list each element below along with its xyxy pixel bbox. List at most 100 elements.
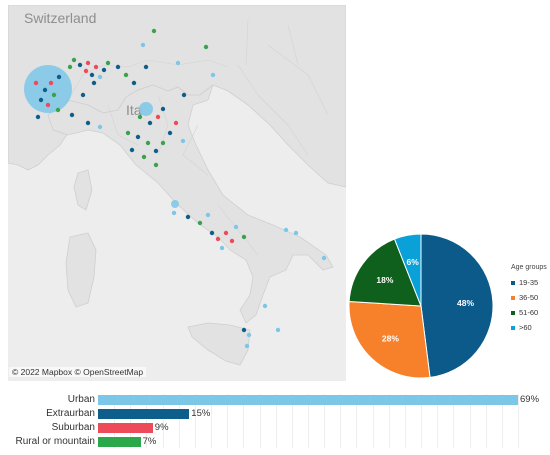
bar-row-extraurban[interactable]: Extraurban 15% [0,408,550,420]
map-marker[interactable] [233,224,239,230]
legend-item-51-60[interactable]: 51-60 [511,305,550,320]
map-marker[interactable] [83,68,89,74]
map-marker[interactable] [185,214,191,220]
map-marker[interactable] [175,60,181,66]
map-marker[interactable] [219,245,225,251]
pie-slice-36-50[interactable] [348,300,431,379]
map-panel[interactable]: Switzerland Ita [8,5,346,381]
map-marker[interactable] [89,72,95,78]
legend-item-over-60[interactable]: >60 [511,320,550,335]
map-marker[interactable] [151,28,157,34]
map-marker-medium[interactable] [139,102,153,116]
map-marker[interactable] [293,230,299,236]
map-marker[interactable] [160,106,166,112]
map-marker[interactable] [209,230,215,236]
map-marker[interactable] [42,87,48,93]
map-attribution[interactable]: © 2022 Mapbox © OpenStreetMap [9,367,147,377]
map-canvas[interactable]: Switzerland Ita [8,5,346,381]
map-marker[interactable] [93,64,99,70]
map-marker[interactable] [181,92,187,98]
bar-row-rural-or-mountain[interactable]: Rural or mountain 7% [0,436,550,448]
map-marker[interactable] [153,148,159,154]
map-marker[interactable] [69,112,75,118]
map-marker[interactable] [210,72,216,78]
bar-gridline [194,394,196,448]
map-marker[interactable] [85,60,91,66]
bar-value-label: 15% [191,408,211,419]
map-marker[interactable] [125,130,131,136]
map-marker[interactable] [140,42,146,48]
map-markers[interactable] [24,28,327,349]
map-marker[interactable] [241,327,247,333]
map-marker[interactable] [51,92,57,98]
map-marker[interactable] [262,303,268,309]
bar-suburban[interactable] [98,423,153,433]
bar-gridline [388,394,390,448]
map-marker[interactable] [246,332,252,338]
map-marker[interactable] [141,154,147,160]
map-marker[interactable] [129,147,135,153]
pie-slice--60[interactable] [393,233,422,307]
map-marker[interactable] [203,44,209,50]
map-marker[interactable] [145,140,151,146]
map-marker[interactable] [135,134,141,140]
map-marker[interactable] [35,114,41,120]
map-marker[interactable] [205,212,211,218]
map-marker[interactable] [283,227,289,233]
bar-row-urban[interactable]: Urban 69% [0,394,550,406]
map-marker[interactable] [123,72,129,78]
pie-slice-value-label: 18% [376,275,393,285]
map-marker[interactable] [97,74,103,80]
legend-item-19-35[interactable]: 19-35 [511,275,550,290]
map-marker[interactable] [167,130,173,136]
map-marker[interactable] [147,120,153,126]
pie-slice-19-35[interactable] [420,233,494,378]
map-marker[interactable] [45,102,51,108]
bar-value-label: 9% [154,422,169,433]
bar-rural-or-mountain[interactable] [98,437,141,447]
map-marker[interactable] [77,62,83,68]
legend-item-36-50[interactable]: 36-50 [511,290,550,305]
map-marker[interactable] [55,107,61,113]
map-marker[interactable] [197,220,203,226]
map-marker[interactable] [223,230,229,236]
map-marker[interactable] [160,140,166,146]
map-marker[interactable] [38,97,44,103]
bar-gridline [421,394,423,448]
map-marker[interactable] [137,114,143,120]
bar-row-suburban[interactable]: Suburban 9% [0,422,550,434]
map-marker[interactable] [56,74,62,80]
bar-gridline [178,394,180,448]
map-marker[interactable] [33,80,39,86]
map-marker[interactable] [131,80,137,86]
map-marker-small[interactable] [171,200,179,208]
map-marker[interactable] [67,64,73,70]
map-marker[interactable] [91,80,97,86]
map-marker[interactable] [241,234,247,240]
map-marker[interactable] [244,343,250,349]
map-marker[interactable] [275,327,281,333]
map-marker[interactable] [229,238,235,244]
map-marker[interactable] [171,210,177,216]
bar-extraurban[interactable] [98,409,190,419]
map-marker[interactable] [48,80,54,86]
map-marker[interactable] [155,114,161,120]
map-marker[interactable] [215,236,221,242]
map-marker[interactable] [101,67,107,73]
map-marker[interactable] [80,92,86,98]
map-marker[interactable] [180,138,186,144]
bar-gridline [114,394,116,448]
map-marker[interactable] [143,64,149,70]
map-marker[interactable] [321,255,327,261]
map-marker[interactable] [85,120,91,126]
map-marker[interactable] [71,57,77,63]
pie-slices[interactable] [348,233,494,379]
bar-gridline [227,394,229,448]
pie-slice-51-60[interactable] [348,238,422,307]
map-marker[interactable] [105,60,111,66]
map-marker[interactable] [115,64,121,70]
map-marker[interactable] [173,120,179,126]
bar-urban[interactable] [98,395,518,405]
map-marker[interactable] [97,124,103,130]
map-marker[interactable] [153,162,159,168]
